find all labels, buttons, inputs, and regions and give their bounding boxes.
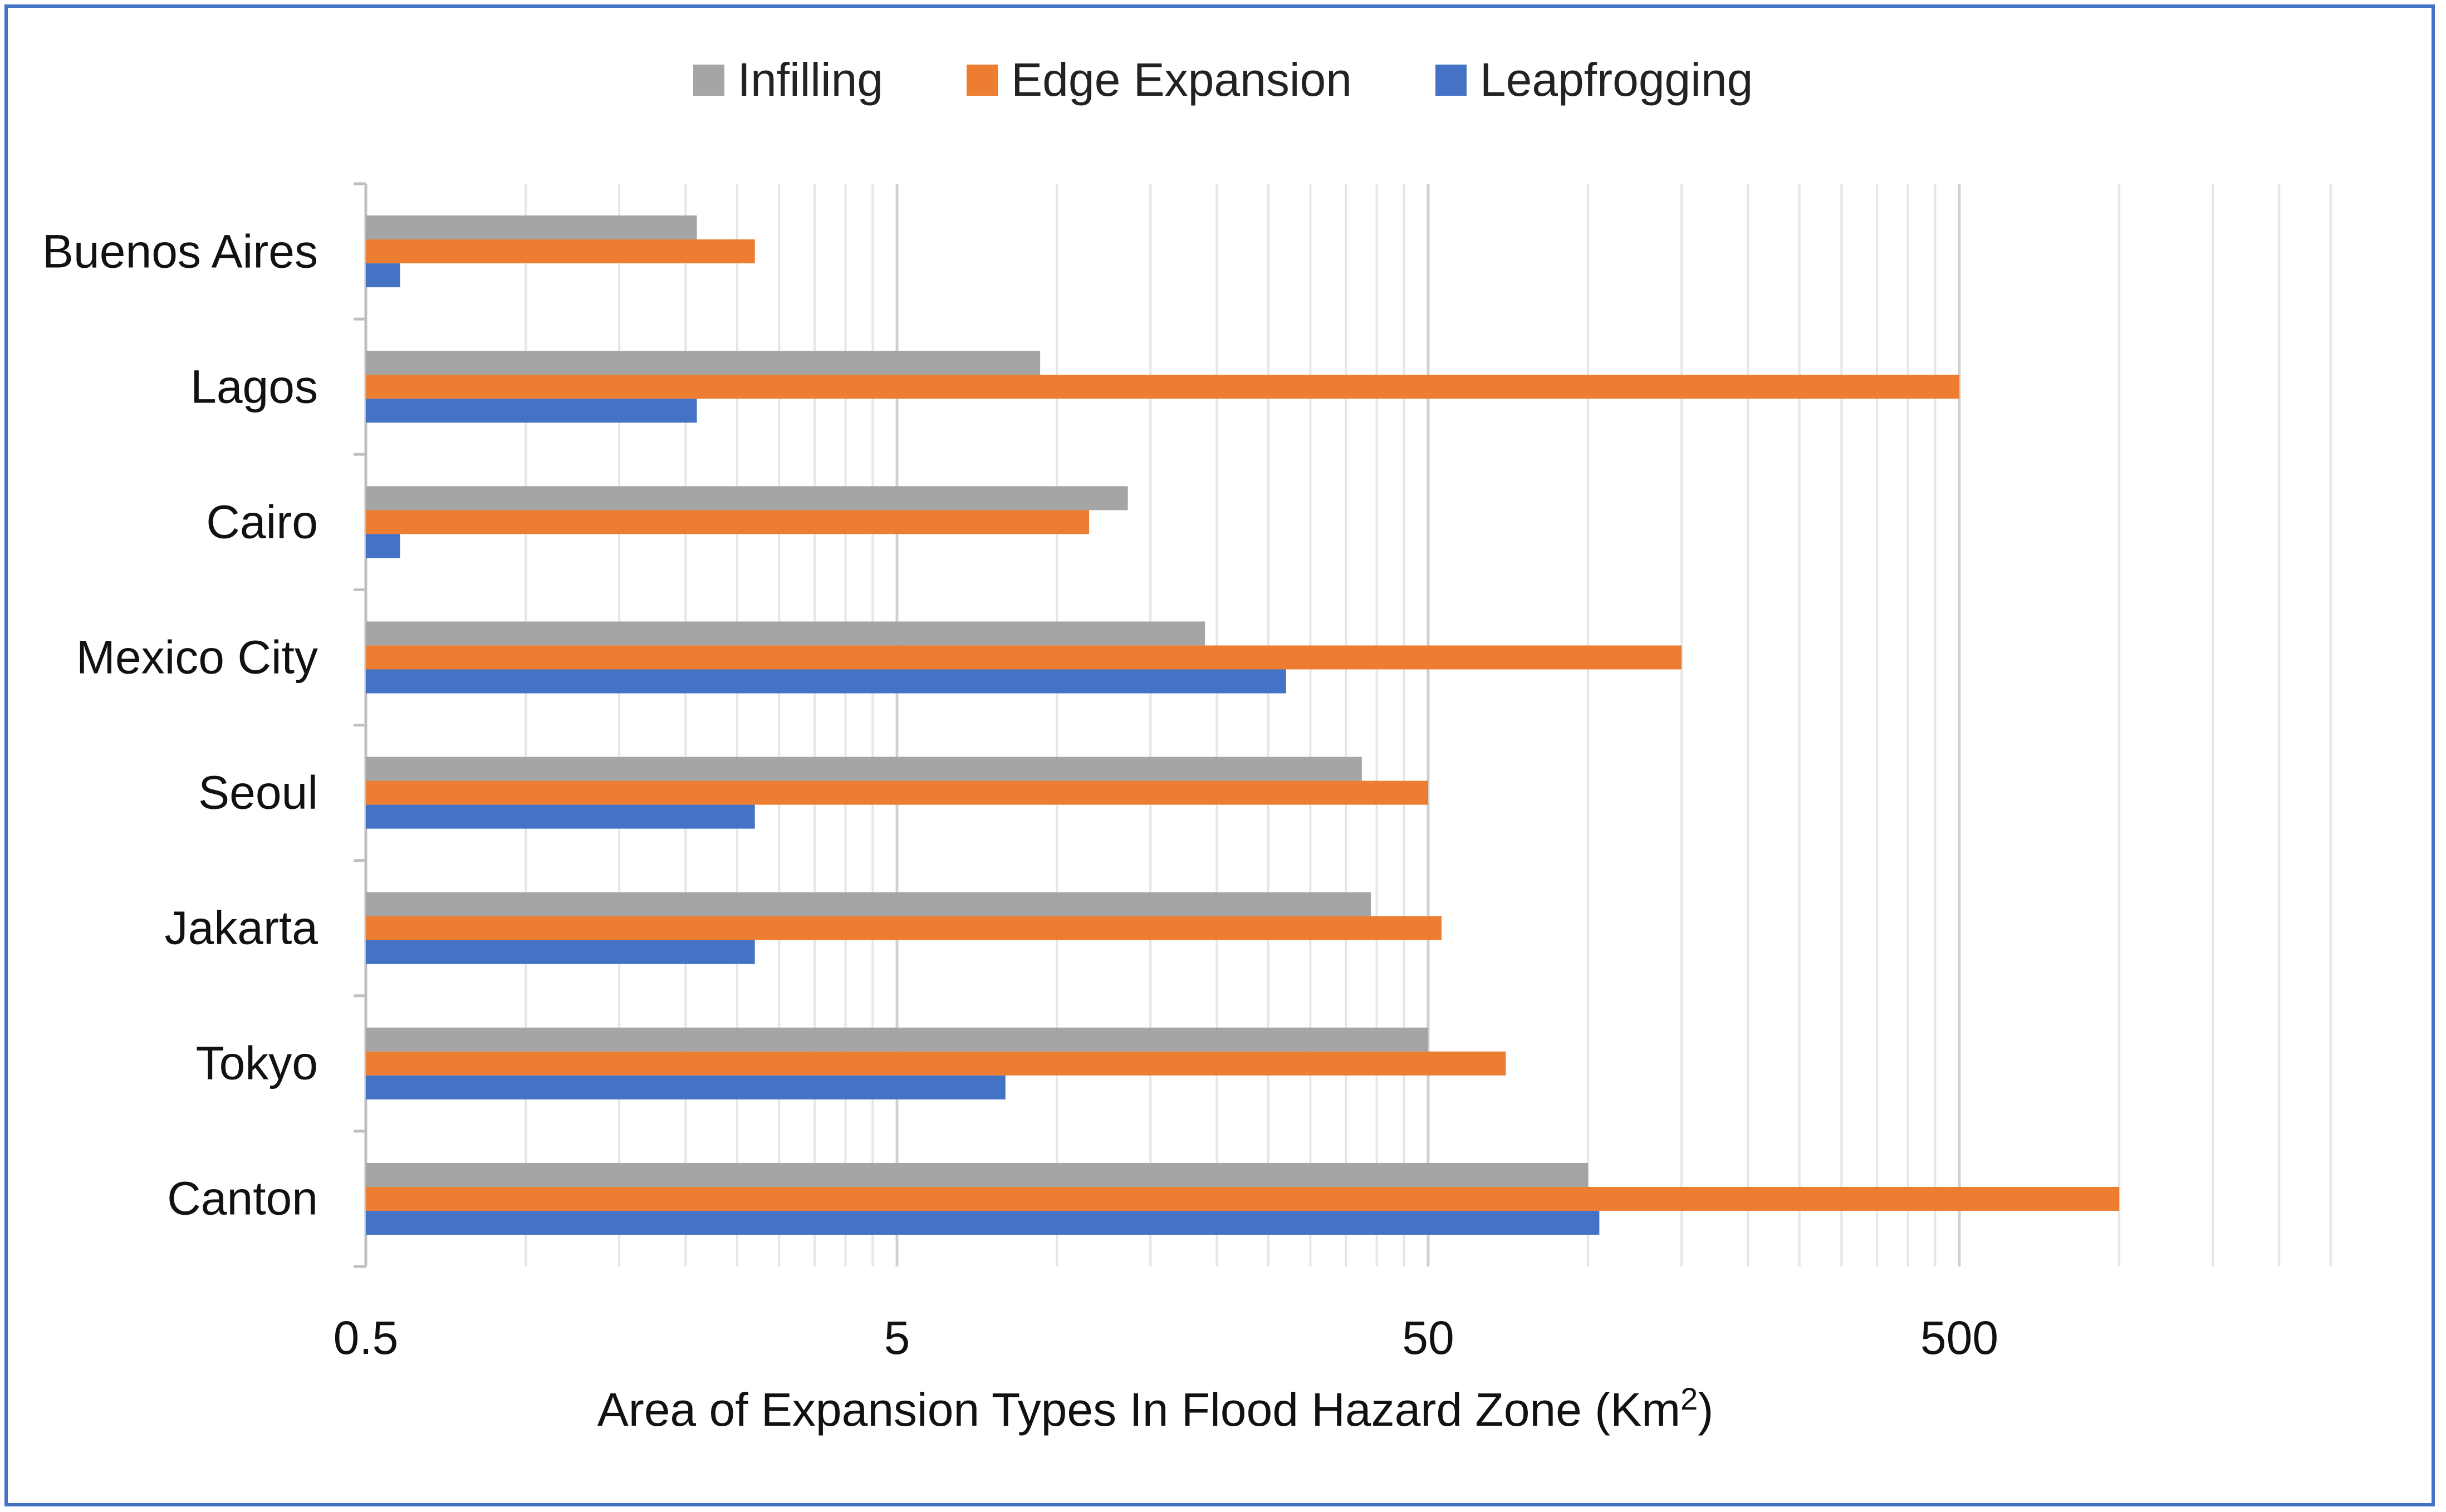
category-label: Buenos Aires <box>42 225 318 278</box>
bar-infilling-lagos <box>366 351 1041 375</box>
x-tick-label: 50 <box>1402 1312 1454 1364</box>
chart-frame <box>4 4 2435 1506</box>
bar-edge-expansion-cairo <box>366 510 1090 534</box>
bar-infilling-seoul <box>366 757 1362 781</box>
category-label: Canton <box>167 1172 318 1225</box>
bar-edge-expansion-canton <box>366 1186 2120 1211</box>
legend-label-edge-expansion: Edge Expansion <box>1011 53 1352 106</box>
x-axis-title-close: ) <box>1698 1383 1714 1436</box>
bar-infilling-mexico-city <box>366 621 1205 646</box>
bar-infilling-jakarta <box>366 892 1371 916</box>
legend-swatch-edge-expansion <box>967 64 998 96</box>
bar-leapfrogging-buenos-aires <box>366 263 400 288</box>
category-label: Lagos <box>190 360 318 413</box>
legend-item-infilling: Infilling <box>693 53 883 107</box>
category-label: Mexico City <box>76 631 318 684</box>
legend: Infilling Edge Expansion Leapfrogging <box>0 53 2446 107</box>
bar-leapfrogging-cairo <box>366 534 400 558</box>
bar-infilling-tokyo <box>366 1027 1428 1052</box>
x-axis-title: Area of Expansion Types In Flood Hazard … <box>0 1381 2155 1437</box>
bar-edge-expansion-mexico-city <box>366 645 1682 670</box>
x-axis-title-superscript: 2 <box>1680 1381 1698 1416</box>
legend-swatch-infilling <box>693 64 724 96</box>
bar-edge-expansion-lagos <box>366 375 1959 399</box>
bar-edge-expansion-buenos-aires <box>366 239 755 264</box>
bar-leapfrogging-lagos <box>366 399 697 423</box>
bar-edge-expansion-tokyo <box>366 1051 1506 1076</box>
bar-infilling-cairo <box>366 486 1128 510</box>
bar-edge-expansion-seoul <box>366 780 1428 805</box>
bar-leapfrogging-seoul <box>366 804 755 829</box>
x-axis-title-text: Area of Expansion Types In Flood Hazard … <box>597 1383 1681 1436</box>
x-tick-label: 0.5 <box>333 1312 399 1364</box>
legend-label-leapfrogging: Leapfrogging <box>1479 53 1753 106</box>
category-label: Cairo <box>206 495 318 548</box>
bar-leapfrogging-canton <box>366 1210 1600 1235</box>
bar-infilling-canton <box>366 1162 1589 1187</box>
category-label: Jakarta <box>164 901 318 954</box>
bar-infilling-buenos-aires <box>366 215 697 240</box>
category-label: Seoul <box>198 766 318 819</box>
x-tick-label: 500 <box>1920 1312 1999 1364</box>
bar-leapfrogging-tokyo <box>366 1075 1006 1099</box>
legend-swatch-leapfrogging <box>1435 64 1467 96</box>
bar-edge-expansion-jakarta <box>366 916 1442 940</box>
bar-leapfrogging-mexico-city <box>366 669 1286 694</box>
category-label: Tokyo <box>195 1037 318 1089</box>
legend-item-leapfrogging: Leapfrogging <box>1435 53 1753 107</box>
bar-leapfrogging-jakarta <box>366 940 755 964</box>
legend-item-edge-expansion: Edge Expansion <box>967 53 1352 107</box>
x-tick-label: 5 <box>884 1312 910 1364</box>
legend-label-infilling: Infilling <box>737 53 884 106</box>
